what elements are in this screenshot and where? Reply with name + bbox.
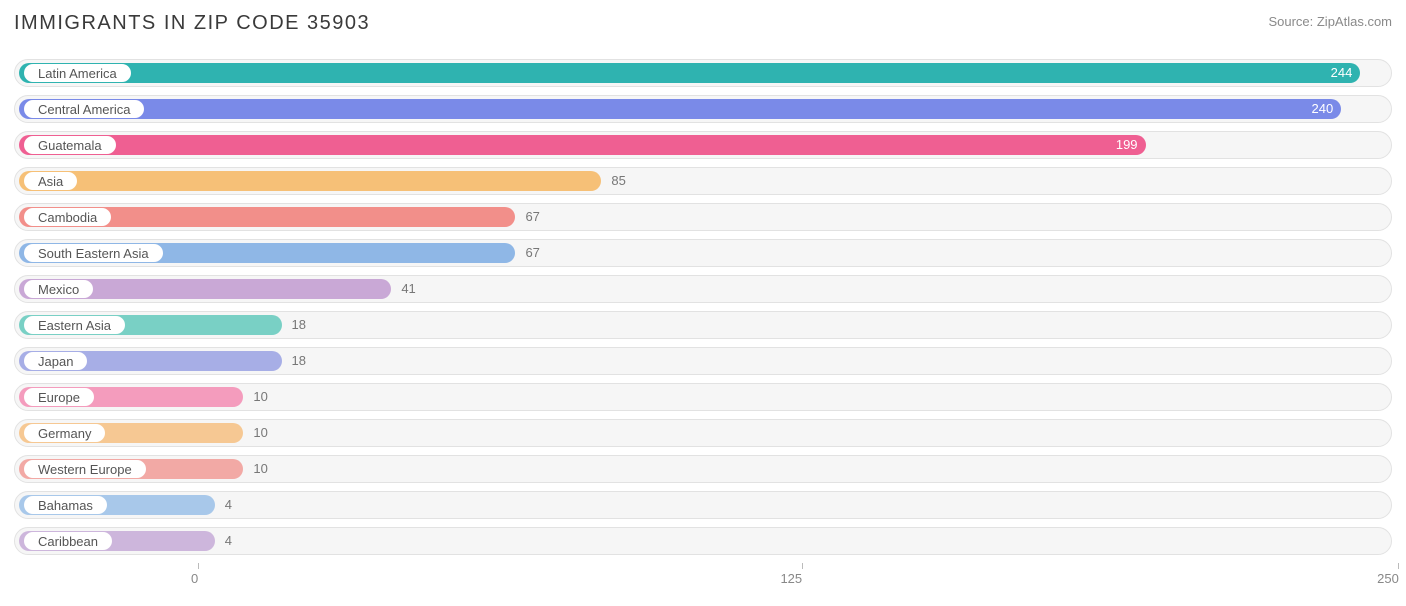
bar-category-label: Latin America bbox=[23, 63, 132, 83]
tick-mark bbox=[198, 563, 199, 569]
bar-fill bbox=[19, 99, 1341, 119]
bar-category-label: Japan bbox=[23, 351, 88, 371]
bar-category-label: Europe bbox=[23, 387, 95, 407]
header: IMMIGRANTS IN ZIP CODE 35903 Source: Zip… bbox=[14, 12, 1392, 35]
bar-row: Bahamas 4 bbox=[14, 491, 1392, 519]
bar-row: South Eastern Asia 67 bbox=[14, 239, 1392, 267]
bar-category-label: Central America bbox=[23, 99, 145, 119]
chart-source: Source: ZipAtlas.com bbox=[1268, 14, 1392, 29]
x-axis: 0125250 bbox=[14, 563, 1392, 585]
bar-row: Asia 85 bbox=[14, 167, 1392, 195]
x-axis-tick: 0 bbox=[195, 563, 202, 586]
bar-row: Western Europe 10 bbox=[14, 455, 1392, 483]
bar-category-label: Guatemala bbox=[23, 135, 117, 155]
bar-value-label: 10 bbox=[253, 420, 267, 446]
bar-row: Eastern Asia 18 bbox=[14, 311, 1392, 339]
bar-value-label: 67 bbox=[525, 204, 539, 230]
bar-row: Guatemala 199 bbox=[14, 131, 1392, 159]
bar-row: Japan 18 bbox=[14, 347, 1392, 375]
tick-mark bbox=[1398, 563, 1399, 569]
bar-row: Cambodia 67 bbox=[14, 203, 1392, 231]
bar-value-label: 199 bbox=[1116, 132, 1138, 158]
chart-container: IMMIGRANTS IN ZIP CODE 35903 Source: Zip… bbox=[0, 0, 1406, 606]
bar-value-label: 244 bbox=[1331, 60, 1353, 86]
bar-fill bbox=[19, 171, 601, 191]
bar-value-label: 10 bbox=[253, 456, 267, 482]
tick-label: 250 bbox=[1377, 571, 1399, 586]
bar-value-label: 85 bbox=[611, 168, 625, 194]
bar-row: Central America 240 bbox=[14, 95, 1392, 123]
x-axis-tick: 125 bbox=[791, 563, 813, 586]
bar-category-label: Eastern Asia bbox=[23, 315, 126, 335]
bar-value-label: 18 bbox=[292, 348, 306, 374]
tick-mark bbox=[802, 563, 803, 569]
bar-value-label: 41 bbox=[401, 276, 415, 302]
bar-fill bbox=[19, 135, 1146, 155]
bar-category-label: Cambodia bbox=[23, 207, 112, 227]
bar-category-label: Germany bbox=[23, 423, 106, 443]
bar-category-label: Caribbean bbox=[23, 531, 113, 551]
bar-row: Germany 10 bbox=[14, 419, 1392, 447]
bar-value-label: 4 bbox=[225, 528, 232, 554]
bar-row: Europe 10 bbox=[14, 383, 1392, 411]
x-axis-tick: 250 bbox=[1388, 563, 1406, 586]
bar-value-label: 240 bbox=[1312, 96, 1334, 122]
bar-category-label: Western Europe bbox=[23, 459, 147, 479]
tick-label: 0 bbox=[191, 571, 198, 586]
chart-title: IMMIGRANTS IN ZIP CODE 35903 bbox=[14, 12, 370, 35]
bar-row: Latin America 244 bbox=[14, 59, 1392, 87]
bar-category-label: Asia bbox=[23, 171, 78, 191]
bar-value-label: 4 bbox=[225, 492, 232, 518]
bar-fill bbox=[19, 63, 1360, 83]
bar-row: Caribbean 4 bbox=[14, 527, 1392, 555]
bar-row: Mexico 41 bbox=[14, 275, 1392, 303]
tick-label: 125 bbox=[780, 571, 802, 586]
chart-area: Latin America 244 Central America 240 Guatem… bbox=[14, 59, 1392, 585]
bar-value-label: 18 bbox=[292, 312, 306, 338]
bar-category-label: Mexico bbox=[23, 279, 94, 299]
bar-value-label: 10 bbox=[253, 384, 267, 410]
bar-value-label: 67 bbox=[525, 240, 539, 266]
bar-category-label: South Eastern Asia bbox=[23, 243, 164, 263]
bar-category-label: Bahamas bbox=[23, 495, 108, 515]
bars-group: Latin America 244 Central America 240 Guatem… bbox=[14, 59, 1392, 555]
